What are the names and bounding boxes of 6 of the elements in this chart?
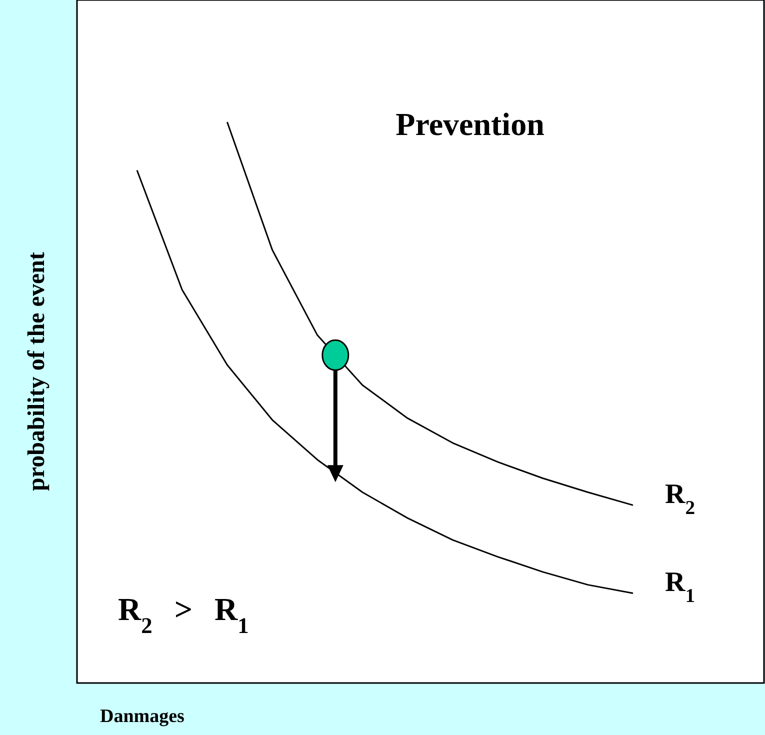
series-label: R$_{1}$ xyxy=(665,567,696,607)
annotation: Prevention xyxy=(396,106,545,142)
series-label: R$_{2}$ xyxy=(665,479,696,519)
x-axis-title: Danmages xyxy=(100,706,184,727)
y-axis-title: probability of the event xyxy=(24,252,50,491)
annotation: R$_{2}$ > R$_{1}$ xyxy=(118,591,249,638)
